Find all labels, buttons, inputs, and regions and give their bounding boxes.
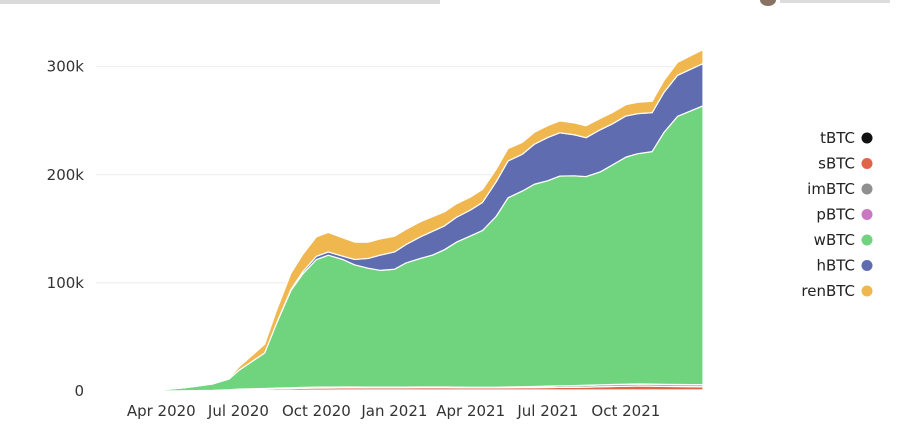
legend-label: pBTC [816,206,855,224]
legend-item-wbtc[interactable]: wBTC [814,231,873,249]
legend-label: wBTC [814,231,855,249]
chart-title-strip [0,0,440,4]
legend-dot [861,234,873,246]
legend-dot [861,183,873,195]
legend-item-pbtc[interactable]: pBTC [816,206,873,224]
x-tick-label: Apr 2021 [436,402,505,420]
area-series [95,48,704,392]
y-tick-label: 300k [47,58,85,76]
legend-label: renBTC [801,282,855,300]
x-axis: Apr 2020 Jul 2020 Oct 2020 Jan 2021 Apr 2021… [127,402,660,420]
x-tick-label: Jul 2021 [516,402,578,420]
x-tick-label: Jul 2020 [207,402,269,420]
y-tick-label: 200k [47,166,85,184]
x-tick-label: Oct 2021 [591,402,660,420]
legend-dot [861,260,873,271]
avatar [760,0,776,6]
legend-dot [861,158,873,169]
y-axis: 0 100k 200k 300k [47,58,85,400]
legend-item-sbtc[interactable]: sBTC [818,155,873,173]
legend-item-renbtc[interactable]: renBTC [801,282,873,300]
x-tick-label: Jan 2021 [360,402,427,420]
legend-dot [861,209,873,220]
legend-dot [861,285,873,297]
legend: tBTC sBTC imBTC pBTC wBTC hBTC renBTC [801,129,873,300]
author-name-strip [780,0,890,3]
legend-item-imbtc[interactable]: imBTC [807,180,873,198]
legend-label: tBTC [820,129,855,147]
x-tick-label: Apr 2020 [127,402,196,420]
legend-label: hBTC [816,257,855,275]
legend-item-hbtc[interactable]: hBTC [816,257,873,275]
legend-item-tbtc[interactable]: tBTC [820,129,873,147]
legend-label: sBTC [818,155,855,173]
y-tick-label: 100k [47,274,85,292]
legend-label: imBTC [807,180,855,198]
area-renbtc [95,48,704,392]
legend-dot [861,132,873,144]
x-tick-label: Oct 2020 [282,402,351,420]
y-tick-label: 0 [74,382,84,400]
